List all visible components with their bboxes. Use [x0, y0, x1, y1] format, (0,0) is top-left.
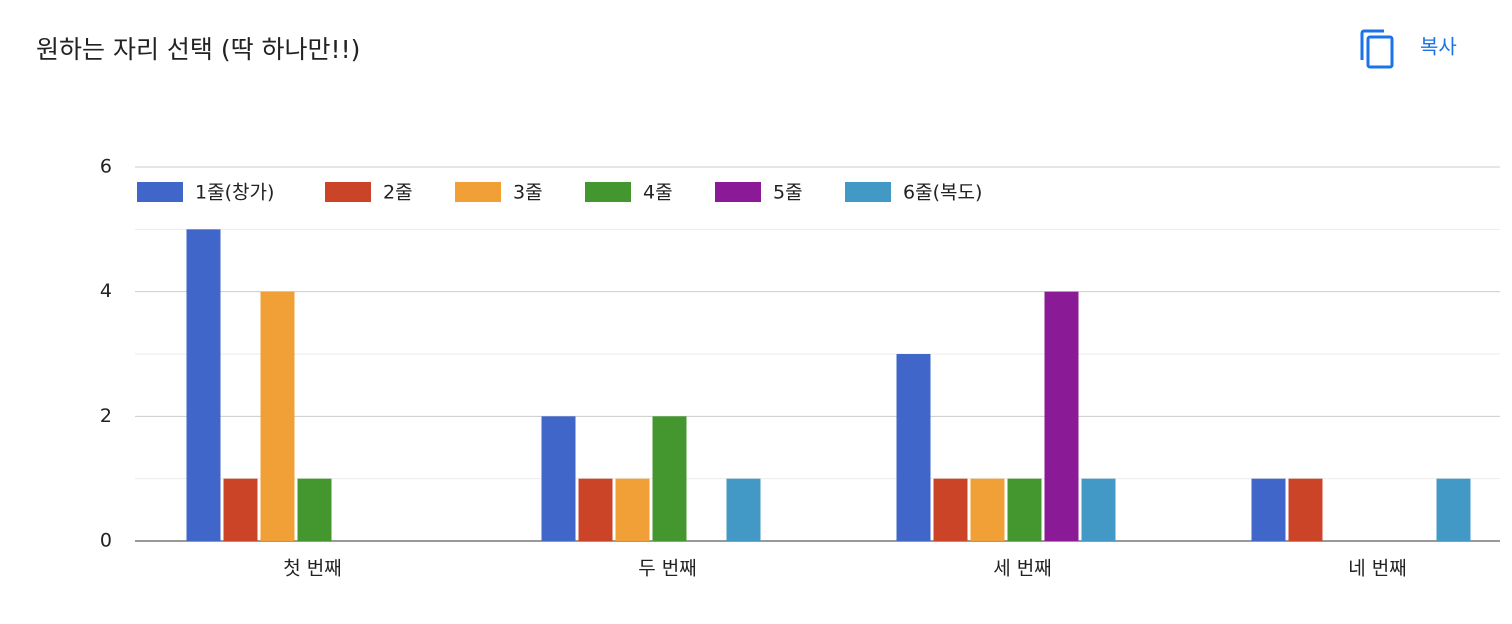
- bar: [1044, 291, 1079, 541]
- legend-swatch: [585, 182, 631, 202]
- copy-icon-back: [1360, 29, 1384, 60]
- copy-icon: [1366, 35, 1394, 69]
- bar: [652, 416, 687, 541]
- legend-label: 3줄: [513, 182, 543, 204]
- bar: [1007, 478, 1042, 541]
- bar: [1081, 478, 1116, 541]
- bar: [260, 291, 295, 541]
- bar: [1251, 478, 1286, 541]
- y-tick-label: 2: [100, 405, 112, 427]
- y-tick-label: 4: [100, 280, 112, 302]
- legend-label: 2줄: [383, 182, 413, 204]
- y-tick-label: 0: [100, 530, 112, 552]
- bar: [1288, 478, 1323, 541]
- legend-swatch: [325, 182, 371, 202]
- legend-swatch: [455, 182, 501, 202]
- copy-label[interactable]: 복사: [1420, 35, 1457, 59]
- x-tick-label: 네 번째: [1348, 558, 1406, 580]
- legend-swatch: [137, 182, 183, 202]
- legend-label: 6줄(복도): [903, 182, 982, 204]
- bar: [297, 478, 332, 541]
- bar: [615, 478, 650, 541]
- legend-swatch: [845, 182, 891, 202]
- legend-label: 5줄: [773, 182, 803, 204]
- legend-swatch: [715, 182, 761, 202]
- x-tick-label: 첫 번째: [283, 558, 341, 580]
- bar: [1436, 478, 1471, 541]
- bar: [933, 478, 968, 541]
- y-tick-label: 6: [100, 156, 112, 178]
- copy-button[interactable]: 복사: [1360, 29, 1457, 69]
- bar: [186, 229, 221, 542]
- chart-title: 원하는 자리 선택 (딱 하나만!!): [36, 35, 360, 64]
- bar: [726, 478, 761, 541]
- bar: [970, 478, 1005, 541]
- x-tick-label: 세 번째: [993, 558, 1051, 580]
- bar: [541, 416, 576, 541]
- legend-label: 4줄: [643, 182, 673, 204]
- legend-label: 1줄(창가): [195, 182, 274, 204]
- bar: [578, 478, 613, 541]
- x-tick-label: 두 번째: [638, 558, 696, 580]
- bar: [896, 354, 931, 541]
- bar: [223, 478, 258, 541]
